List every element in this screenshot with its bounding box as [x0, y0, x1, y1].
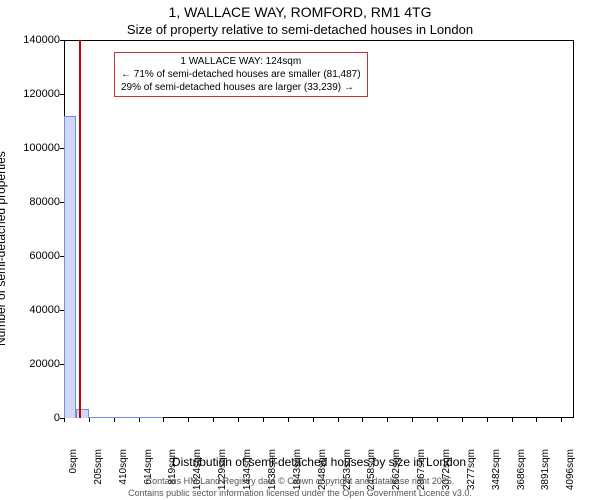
footer-attribution-1: Contains HM Land Registry data © Crown c…	[0, 476, 600, 486]
histogram-bar	[114, 417, 126, 418]
x-tick-mark	[213, 418, 214, 422]
x-tick-mark	[89, 418, 90, 422]
y-axis-label: Number of semi-detached properties	[0, 60, 14, 438]
y-tick-mark	[60, 310, 64, 311]
annotation-line: 1 WALLACE WAY: 124sqm	[121, 55, 361, 68]
y-tick-label: 120000	[16, 88, 60, 100]
x-tick-mark	[188, 418, 189, 422]
x-tick-mark	[412, 418, 413, 422]
x-tick-mark	[561, 418, 562, 422]
histogram-bar	[126, 417, 138, 418]
x-tick-mark	[114, 418, 115, 422]
x-tick-mark	[238, 418, 239, 422]
annotation-box: 1 WALLACE WAY: 124sqm← 71% of semi-detac…	[114, 52, 368, 97]
x-tick-mark	[313, 418, 314, 422]
x-tick-mark	[288, 418, 289, 422]
plot-area: 0sqm205sqm410sqm614sqm819sqm1024sqm1229s…	[64, 40, 574, 418]
plot-border-top	[64, 40, 574, 41]
y-tick-mark	[60, 418, 64, 419]
annotation-line: ← 71% of semi-detached houses are smalle…	[121, 68, 361, 81]
chart-title-line1: 1, WALLACE WAY, ROMFORD, RM1 4TG	[0, 4, 600, 20]
chart-title-line2: Size of property relative to semi-detach…	[0, 22, 600, 37]
annotation-line: 29% of semi-detached houses are larger (…	[121, 81, 361, 94]
x-tick-mark	[163, 418, 164, 422]
y-tick-mark	[60, 202, 64, 203]
chart-container: 1, WALLACE WAY, ROMFORD, RM1 4TG Size of…	[0, 0, 600, 500]
x-tick-mark	[512, 418, 513, 422]
property-marker-line	[79, 40, 81, 418]
x-axis-label: Distribution of semi-detached houses by …	[64, 455, 574, 469]
y-tick-mark	[60, 94, 64, 95]
histogram-bar	[89, 417, 101, 418]
y-tick-mark	[60, 40, 64, 41]
histogram-bar	[151, 417, 163, 418]
x-tick-mark	[487, 418, 488, 422]
footer-attribution-2: Contains public sector information licen…	[0, 488, 600, 498]
y-tick-label: 60000	[16, 250, 60, 262]
plot-border-right	[573, 40, 574, 418]
y-tick-label: 140000	[16, 34, 60, 46]
histogram-bar	[139, 417, 152, 418]
y-tick-mark	[60, 364, 64, 365]
histogram-bar	[101, 417, 114, 418]
y-tick-label: 20000	[16, 358, 60, 370]
y-tick-label: 40000	[16, 304, 60, 316]
x-tick-mark	[139, 418, 140, 422]
y-tick-mark	[60, 148, 64, 149]
y-tick-label: 80000	[16, 196, 60, 208]
y-tick-label: 100000	[16, 142, 60, 154]
x-tick-mark	[387, 418, 388, 422]
histogram-bar	[64, 116, 76, 418]
x-tick-mark	[536, 418, 537, 422]
x-tick-mark	[338, 418, 339, 422]
x-tick-mark	[437, 418, 438, 422]
x-tick-mark	[362, 418, 363, 422]
x-tick-mark	[263, 418, 264, 422]
y-tick-mark	[60, 256, 64, 257]
y-tick-label: 0	[16, 412, 60, 424]
x-tick-mark	[64, 418, 65, 422]
x-tick-mark	[462, 418, 463, 422]
